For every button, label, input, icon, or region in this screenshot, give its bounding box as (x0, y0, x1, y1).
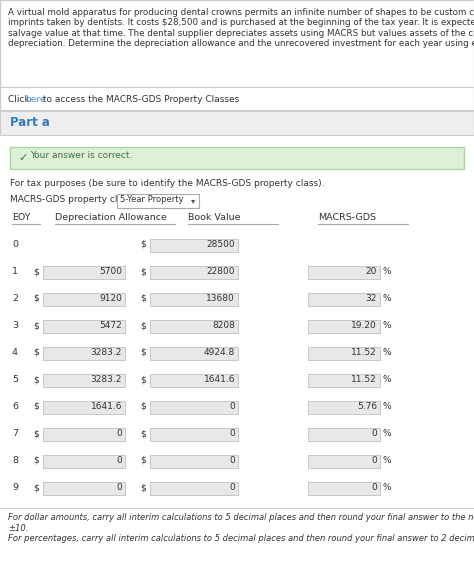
Text: 3283.2: 3283.2 (91, 375, 122, 384)
Text: 22800: 22800 (207, 267, 235, 276)
FancyBboxPatch shape (150, 374, 238, 387)
Text: 0: 0 (229, 456, 235, 465)
FancyBboxPatch shape (308, 482, 380, 495)
Text: 11.52: 11.52 (351, 348, 377, 357)
FancyBboxPatch shape (308, 266, 380, 279)
Text: 9120: 9120 (99, 294, 122, 303)
Text: %: % (383, 267, 392, 276)
Text: $: $ (33, 321, 39, 330)
Text: A virtual mold apparatus for producing dental crowns permits an infinite number : A virtual mold apparatus for producing d… (8, 8, 474, 48)
Text: Click: Click (8, 95, 33, 104)
FancyBboxPatch shape (43, 401, 125, 414)
Text: 0: 0 (371, 429, 377, 438)
Text: 0: 0 (12, 240, 18, 249)
Text: %: % (383, 429, 392, 438)
Text: 5-Year Property: 5-Year Property (120, 195, 183, 204)
FancyBboxPatch shape (308, 374, 380, 387)
Text: %: % (383, 402, 392, 411)
Text: %: % (383, 321, 392, 330)
Text: 32: 32 (365, 294, 377, 303)
Text: $: $ (33, 375, 39, 384)
Text: %: % (383, 483, 392, 492)
FancyBboxPatch shape (308, 428, 380, 441)
Text: 6: 6 (12, 402, 18, 411)
FancyBboxPatch shape (150, 401, 238, 414)
Text: 8: 8 (12, 456, 18, 465)
Text: 2: 2 (12, 294, 18, 303)
Text: %: % (383, 348, 392, 357)
Text: $: $ (140, 267, 146, 276)
Text: ±10.: ±10. (8, 524, 28, 533)
FancyBboxPatch shape (308, 347, 380, 360)
Text: %: % (383, 294, 392, 303)
FancyBboxPatch shape (150, 482, 238, 495)
Text: 4924.8: 4924.8 (204, 348, 235, 357)
Text: $: $ (33, 294, 39, 303)
Text: 0: 0 (371, 483, 377, 492)
Text: $: $ (33, 483, 39, 492)
FancyBboxPatch shape (150, 347, 238, 360)
Text: 0: 0 (229, 483, 235, 492)
Text: 5.76: 5.76 (357, 402, 377, 411)
Text: 9: 9 (12, 483, 18, 492)
Text: 5700: 5700 (99, 267, 122, 276)
Text: EOY: EOY (12, 213, 30, 222)
Text: MACRS-GDS: MACRS-GDS (318, 213, 376, 222)
Text: MACRS-GDS property class:: MACRS-GDS property class: (10, 195, 135, 204)
Text: 28500: 28500 (206, 240, 235, 249)
Text: 8208: 8208 (212, 321, 235, 330)
FancyBboxPatch shape (308, 401, 380, 414)
Text: Your answer is correct.: Your answer is correct. (30, 151, 132, 160)
FancyBboxPatch shape (150, 266, 238, 279)
FancyBboxPatch shape (43, 266, 125, 279)
Text: 0: 0 (229, 429, 235, 438)
FancyBboxPatch shape (43, 374, 125, 387)
Text: 1641.6: 1641.6 (203, 375, 235, 384)
Text: $: $ (140, 375, 146, 384)
FancyBboxPatch shape (308, 320, 380, 333)
Text: 11.52: 11.52 (351, 375, 377, 384)
Text: $: $ (140, 240, 146, 249)
Text: For tax purposes (be sure to identify the MACRS-GDS property class).: For tax purposes (be sure to identify th… (10, 179, 325, 188)
Text: For dollar amounts, carry all interim calculations to 5 decimal places and then : For dollar amounts, carry all interim ca… (8, 513, 474, 522)
Text: $: $ (140, 456, 146, 465)
Text: 3283.2: 3283.2 (91, 348, 122, 357)
FancyBboxPatch shape (150, 428, 238, 441)
Text: 7: 7 (12, 429, 18, 438)
Text: 3: 3 (12, 321, 18, 330)
Text: here: here (25, 95, 46, 104)
Text: 0: 0 (116, 483, 122, 492)
Text: ▾: ▾ (191, 197, 195, 205)
Text: $: $ (33, 348, 39, 357)
Text: ✓: ✓ (18, 153, 27, 163)
FancyBboxPatch shape (150, 293, 238, 306)
Text: $: $ (140, 294, 146, 303)
Text: 13680: 13680 (206, 294, 235, 303)
Text: $: $ (140, 348, 146, 357)
FancyBboxPatch shape (117, 194, 199, 208)
Text: to access the MACRS-GDS Property Classes: to access the MACRS-GDS Property Classes (40, 95, 239, 104)
Text: 20: 20 (365, 267, 377, 276)
FancyBboxPatch shape (150, 455, 238, 468)
Text: Part a: Part a (10, 116, 50, 129)
Text: 4: 4 (12, 348, 18, 357)
Text: $: $ (140, 429, 146, 438)
FancyBboxPatch shape (10, 147, 464, 169)
Text: $: $ (33, 456, 39, 465)
FancyBboxPatch shape (150, 320, 238, 333)
FancyBboxPatch shape (0, 135, 474, 580)
Text: 0: 0 (116, 429, 122, 438)
Text: Depreciation Allowance: Depreciation Allowance (55, 213, 167, 222)
Text: Book Value: Book Value (188, 213, 240, 222)
Text: $: $ (140, 402, 146, 411)
FancyBboxPatch shape (43, 293, 125, 306)
Text: 5: 5 (12, 375, 18, 384)
Text: %: % (383, 456, 392, 465)
FancyBboxPatch shape (308, 293, 380, 306)
Text: $: $ (33, 429, 39, 438)
Text: $: $ (140, 483, 146, 492)
Text: 0: 0 (371, 456, 377, 465)
Text: $: $ (33, 402, 39, 411)
Text: 19.20: 19.20 (351, 321, 377, 330)
